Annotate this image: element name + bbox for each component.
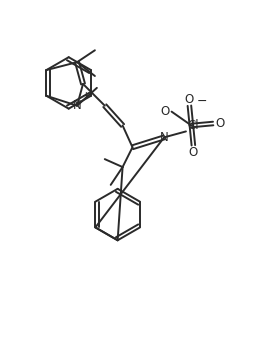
Text: O: O — [160, 105, 169, 118]
Text: Cl: Cl — [187, 119, 199, 132]
Text: +: + — [82, 91, 90, 101]
Text: O: O — [189, 146, 198, 159]
Text: O: O — [185, 93, 194, 106]
Text: N: N — [73, 99, 81, 112]
Text: O: O — [215, 117, 225, 130]
Text: −: − — [196, 95, 207, 108]
Text: N: N — [160, 131, 168, 144]
